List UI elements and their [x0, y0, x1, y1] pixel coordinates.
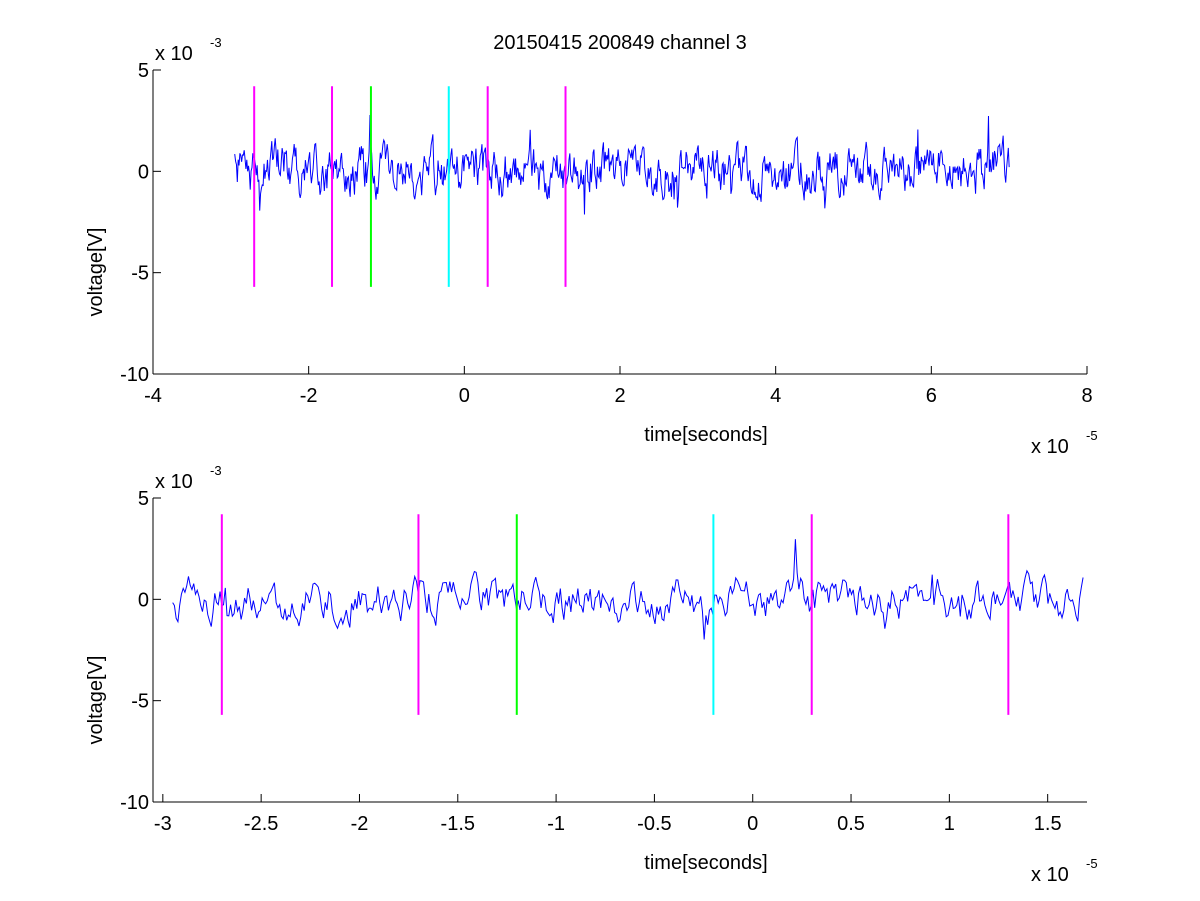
y-axis-label: voltage[V] — [85, 656, 107, 745]
figure-title: 20150415 200849 channel 3 — [493, 32, 747, 54]
y-exponent-label: x 10 — [155, 43, 193, 65]
y-tick-label: 0 — [138, 161, 149, 183]
x-tick-label: 0.5 — [837, 813, 865, 835]
y-tick-label: 5 — [138, 488, 149, 510]
x-tick-label: 2 — [614, 385, 625, 407]
x-tick-label: 1.5 — [1034, 813, 1062, 835]
x-exponent-value: -5 — [1086, 856, 1098, 871]
signal-line — [234, 115, 1010, 215]
y-tick-label: -10 — [120, 364, 149, 386]
x-tick-label: -3 — [154, 813, 172, 835]
y-tick-label: -5 — [131, 263, 149, 285]
x-tick-label: -1 — [547, 813, 565, 835]
x-axis-label: time[seconds] — [644, 424, 767, 446]
x-axis-label: time[seconds] — [644, 852, 767, 874]
y-axis-label: voltage[V] — [85, 228, 107, 317]
y-exponent-label: x 10 — [155, 471, 193, 493]
x-exponent-value: -5 — [1086, 428, 1098, 443]
y-exponent-value: -3 — [210, 463, 222, 478]
x-exponent-label: x 10 — [1031, 864, 1069, 886]
x-tick-label: -2.5 — [244, 813, 278, 835]
y-exponent-value: -3 — [210, 35, 222, 50]
x-tick-label: -2 — [351, 813, 369, 835]
y-tick-label: 0 — [138, 589, 149, 611]
x-tick-label: 4 — [770, 385, 781, 407]
x-tick-label: 6 — [926, 385, 937, 407]
x-tick-label: -0.5 — [637, 813, 671, 835]
plot-area — [153, 70, 1087, 374]
plot-area — [153, 498, 1087, 802]
x-tick-label: -2 — [300, 385, 318, 407]
x-exponent-label: x 10 — [1031, 436, 1069, 458]
x-tick-label: -1.5 — [441, 813, 475, 835]
top-axes: -4 -2 0 2 4 6 8 -10 -5 0 5 time[seconds] voltage[V] x… — [85, 35, 1098, 458]
y-tick-label: -10 — [120, 792, 149, 814]
y-tick-label: -5 — [131, 691, 149, 713]
bottom-axes: -3 -2.5 -2 -1.5 -1 -0.5 0 0.5 1 1.5 -10 -5 0 5 time[se… — [85, 463, 1098, 886]
x-tick-label: 8 — [1081, 385, 1092, 407]
x-tick-label: -4 — [144, 385, 162, 407]
signal-line — [172, 539, 1084, 640]
x-tick-label: 0 — [459, 385, 470, 407]
x-tick-label: 1 — [944, 813, 955, 835]
y-tick-label: 5 — [138, 60, 149, 82]
x-tick-label: 0 — [747, 813, 758, 835]
